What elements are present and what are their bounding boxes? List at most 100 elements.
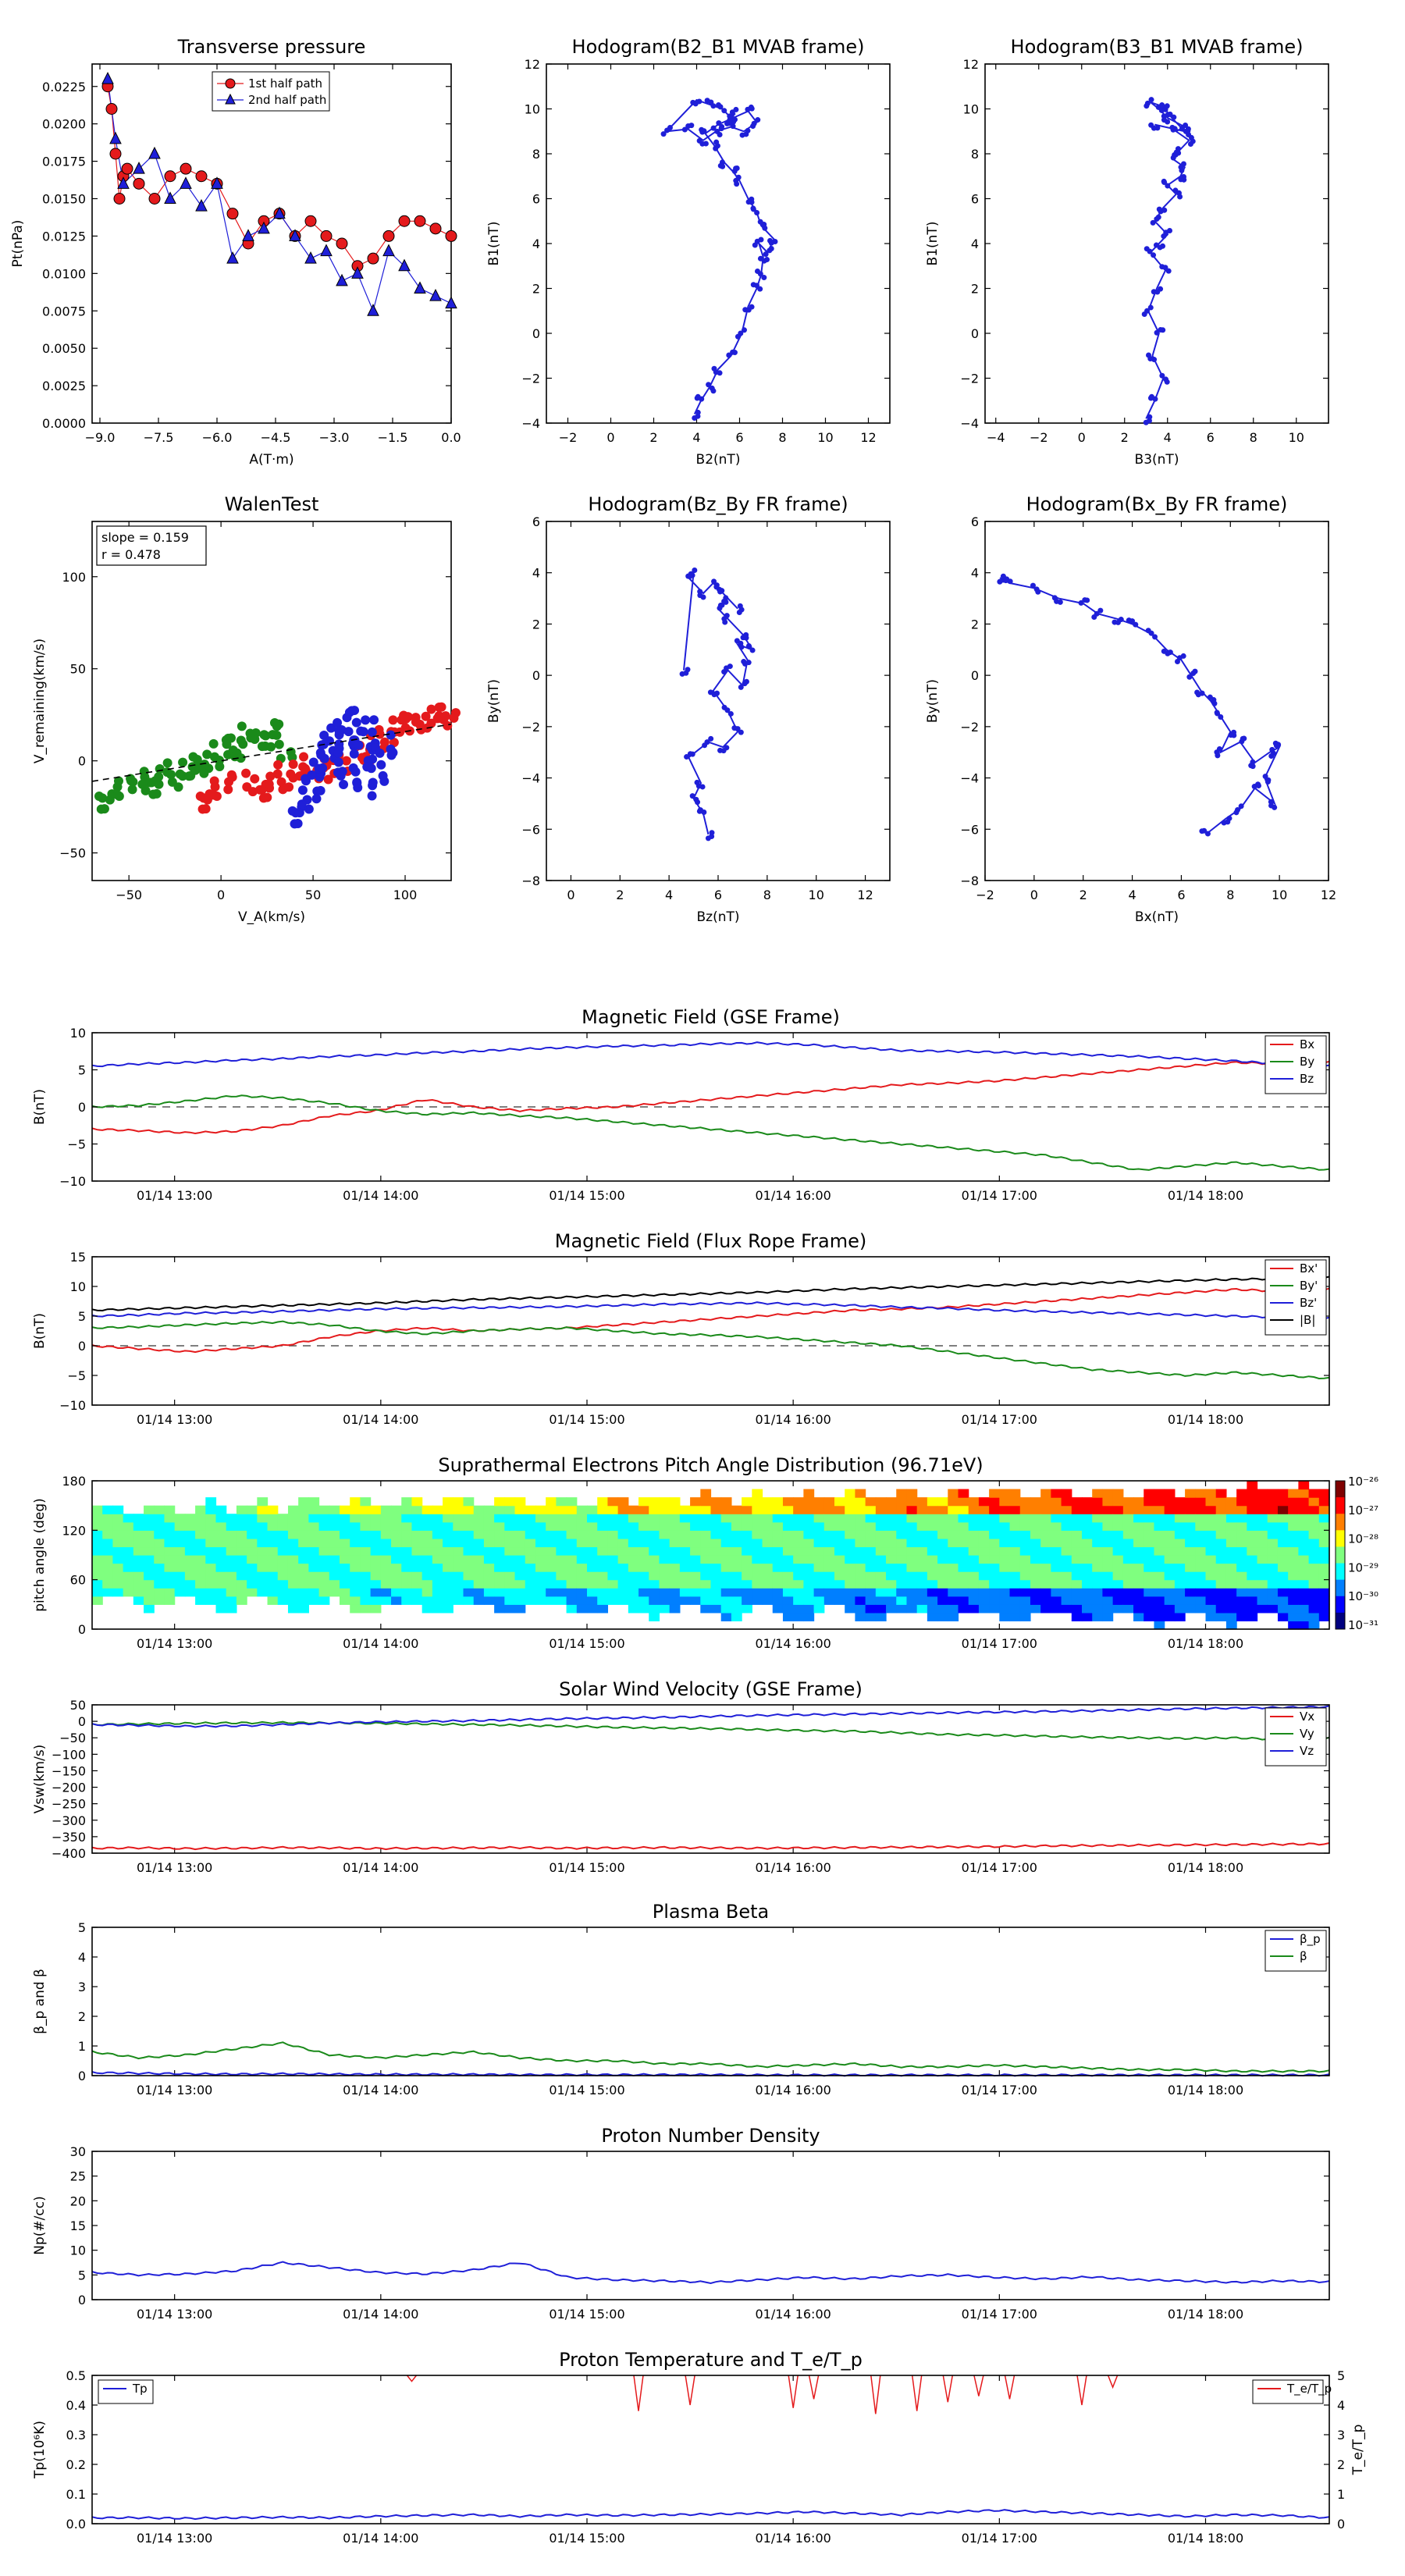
pad-heatmap-cell xyxy=(679,1555,691,1564)
pad-heatmap-cell xyxy=(174,1514,186,1523)
pad-heatmap-cell xyxy=(102,1521,114,1531)
pad-heatmap-cell xyxy=(546,1521,557,1531)
bfr-legend-box xyxy=(1264,1259,1327,1336)
h4-ytick-label: −4 xyxy=(960,771,979,786)
pad-heatmap-cell xyxy=(1174,1530,1186,1539)
pad-heatmap-cell xyxy=(1133,1505,1144,1514)
pad-heatmap-cell xyxy=(92,1514,103,1523)
pad-heatmap-cell xyxy=(1061,1579,1072,1589)
pad-heatmap-cell xyxy=(679,1546,691,1556)
pad-heatmap-cell xyxy=(968,1521,980,1531)
pad-heatmap-cell xyxy=(298,1571,309,1581)
tp-ratio-dip xyxy=(973,2375,984,2396)
h3-point xyxy=(708,735,714,742)
pad-heatmap-cell xyxy=(782,1505,794,1514)
pad-heatmap-cell xyxy=(1185,1563,1196,1572)
pad-heatmap-cell xyxy=(1247,1521,1258,1531)
walen-point-green xyxy=(192,755,202,765)
pad-heatmap-cell xyxy=(1277,1555,1289,1564)
pad-heatmap-cell xyxy=(1267,1588,1279,1597)
pad-heatmap-cell xyxy=(422,1538,433,1548)
pad-heatmap-cell xyxy=(277,1579,289,1589)
h4-point xyxy=(1091,614,1097,621)
pad-heatmap-cell xyxy=(1215,1571,1227,1581)
pad-heatmap-cell xyxy=(164,1571,176,1581)
pad-heatmap-cell xyxy=(298,1604,309,1614)
pad-heatmap-cell xyxy=(329,1571,340,1581)
pt-legend-label-2nd: 2nd half path xyxy=(248,93,326,107)
pad-heatmap-cell xyxy=(978,1604,990,1614)
beta-time-tick-label: 01/14 13:00 xyxy=(137,2083,212,2097)
pt-ytick-label: 0.0100 xyxy=(42,266,86,281)
pad-heatmap-cell xyxy=(782,1612,794,1622)
walen-point-blue xyxy=(334,739,344,749)
pad-heatmap-cell xyxy=(628,1571,639,1581)
pad-heatmap-cell xyxy=(1288,1489,1299,1498)
pt-ylabel: Pt(nPa) xyxy=(10,220,26,268)
pad-heatmap-cell xyxy=(1174,1596,1186,1605)
np-title: Proton Number Density xyxy=(601,2125,820,2147)
pad-heatmap-cell xyxy=(1298,1481,1310,1490)
h1-trace xyxy=(664,98,775,415)
pad-heatmap-cell xyxy=(937,1530,948,1539)
beta-ytick-label: 0 xyxy=(78,2069,86,2083)
pad-heatmap-cell xyxy=(927,1546,938,1556)
pad-heatmap-cell xyxy=(236,1596,247,1605)
pad-heatmap-cell xyxy=(1267,1579,1279,1589)
pad-heatmap-cell xyxy=(999,1579,1011,1589)
pad-heatmap-cell xyxy=(1102,1588,1114,1597)
pad-heatmap-cell xyxy=(1133,1571,1144,1581)
pad-heatmap-cell xyxy=(133,1563,144,1572)
pad-heatmap-cell xyxy=(813,1604,825,1614)
vsw-ytick-label: −200 xyxy=(52,1781,86,1795)
pad-heatmap-cell xyxy=(1133,1546,1144,1556)
pad-heatmap-cell xyxy=(906,1563,918,1572)
pad-heatmap-cell xyxy=(1051,1604,1062,1614)
h4-point xyxy=(1255,783,1261,789)
pad-heatmap-cell xyxy=(958,1530,969,1539)
pad-heatmap-cell xyxy=(669,1588,681,1597)
pad-heatmap-cell xyxy=(401,1588,413,1597)
walen-point-green xyxy=(127,785,137,795)
pad-heatmap-cell xyxy=(174,1538,186,1548)
pad-heatmap-cell xyxy=(948,1489,959,1498)
pad-heatmap-cell xyxy=(443,1497,454,1507)
pad-heatmap-cell xyxy=(1267,1489,1279,1498)
pad-heatmap-cell xyxy=(236,1571,247,1581)
h4-xtick-label: 2 xyxy=(1080,888,1087,902)
pad-heatmap-cell xyxy=(1277,1604,1289,1614)
tp-ratio-dip xyxy=(1004,2375,1016,2400)
pad-heatmap-cell xyxy=(731,1588,742,1597)
pad-heatmap-cell xyxy=(184,1521,196,1531)
pad-heatmap-cell xyxy=(453,1563,464,1572)
pad-heatmap-cell xyxy=(1267,1563,1279,1572)
pad-heatmap-cell xyxy=(1308,1538,1320,1548)
pad-heatmap-cell xyxy=(1102,1530,1114,1539)
h2-point xyxy=(1171,114,1177,120)
pad-heatmap-cell xyxy=(1308,1497,1320,1507)
pad-heatmap-cell xyxy=(638,1579,649,1589)
pad-heatmap-cell xyxy=(92,1521,103,1531)
pad-heatmap-cell xyxy=(483,1546,495,1556)
pad-heatmap-cell xyxy=(566,1571,578,1581)
pad-heatmap-cell xyxy=(340,1530,350,1539)
pad-heatmap-cell xyxy=(782,1579,794,1589)
pad-heatmap-cell xyxy=(1019,1514,1031,1523)
h3-point xyxy=(727,710,734,717)
h3-xtick-label: 10 xyxy=(809,888,824,902)
pad-heatmap-cell xyxy=(1040,1555,1051,1564)
pad-heatmap-cell xyxy=(473,1514,485,1523)
pad-heatmap-cell xyxy=(360,1604,372,1614)
pad-heatmap-cell xyxy=(350,1530,361,1539)
h4-point xyxy=(1126,617,1132,624)
pad-heatmap-cell xyxy=(937,1571,948,1581)
pad-heatmap-cell xyxy=(329,1546,340,1556)
pad-heatmap-cell xyxy=(927,1563,938,1572)
pad-heatmap-cell xyxy=(742,1546,752,1556)
pad-heatmap-cell xyxy=(226,1571,237,1581)
pad-heatmap-cell xyxy=(1133,1579,1144,1589)
h2-point xyxy=(1165,112,1171,118)
pad-heatmap-cell xyxy=(720,1497,732,1507)
pad-heatmap-cell xyxy=(937,1588,948,1597)
pad-heatmap-cell xyxy=(999,1612,1011,1622)
